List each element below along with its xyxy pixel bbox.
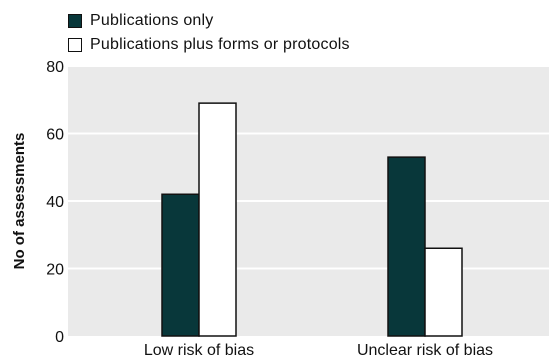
legend-swatch-publications-only — [68, 14, 82, 28]
legend-item-publications-only: Publications only — [68, 9, 350, 33]
bar-publications-only-low-risk — [161, 193, 200, 337]
bar-publications-only-unclear-risk — [387, 156, 426, 337]
x-tick-label: Unclear risk of bias — [357, 342, 493, 358]
y-tick-label: 0 — [55, 329, 64, 346]
y-tick-label: 40 — [46, 194, 64, 211]
legend-label-publications-only: Publications only — [90, 12, 214, 29]
legend-item-publications-plus-forms: Publications plus forms or protocols — [68, 33, 350, 57]
bar-publications-plus-forms-unclear-risk — [424, 247, 463, 337]
legend: Publications only Publications plus form… — [68, 9, 350, 57]
gridlines — [68, 65, 549, 270]
y-tick-label: 60 — [46, 127, 64, 144]
y-tick-label: 80 — [46, 59, 64, 76]
x-tick-label: Low risk of bias — [144, 342, 254, 358]
y-axis-label: No of assessments — [11, 133, 28, 270]
y-axis-ticks: 0 20 40 60 80 — [46, 59, 64, 346]
y-tick-label: 20 — [46, 262, 64, 279]
legend-label-publications-plus-forms: Publications plus forms or protocols — [90, 36, 350, 53]
bars — [161, 102, 463, 337]
x-axis-ticks: Low risk of bias Unclear risk of bias — [144, 342, 493, 358]
legend-swatch-publications-plus-forms — [68, 38, 82, 52]
bar-publications-plus-forms-low-risk — [198, 102, 237, 337]
